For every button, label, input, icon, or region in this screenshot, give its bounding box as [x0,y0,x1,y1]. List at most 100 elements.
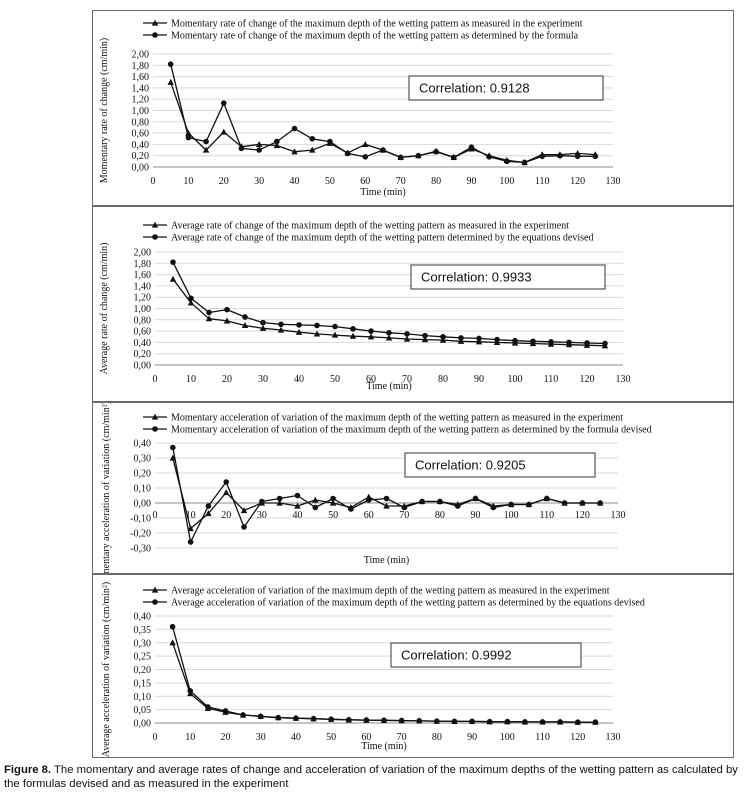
data-point [404,331,410,337]
data-point [224,306,230,313]
chart-panel-1: 0,00 0,20 0,40 0,60 0,80 1,00 1,20 1,40 1,60 1,80… [92,10,734,206]
data-point [494,336,500,343]
data-point [255,141,263,147]
data-point [277,326,285,333]
y-tick-label: 0,20 [134,469,152,480]
data-point [437,498,443,505]
data-point [579,500,586,506]
data-point [309,146,316,153]
data-point [421,336,429,343]
x-tick-label: 60 [360,176,370,187]
data-point [403,335,411,342]
data-point [187,539,194,545]
x-tick-label: 80 [438,374,448,385]
x-tick-label: 100 [508,374,523,385]
data-point [220,128,227,135]
x-tick-label: 60 [361,732,371,743]
x-tick-label: 110 [544,374,559,385]
data-point [422,332,428,339]
legend-marker [151,221,159,228]
legend-marker [151,19,159,26]
data-point [329,499,337,506]
y-tick-label: 1,00 [134,304,152,315]
y-tick-label: -0,20 [130,529,151,540]
correlation-box [404,452,596,478]
legend-marker [152,32,158,38]
data-point [345,716,352,723]
x-tick-label: 120 [570,176,585,187]
data-point [313,330,321,337]
y-tick-label: 0,20 [134,665,152,676]
y-tick-label: 1,80 [134,259,152,270]
x-tick-label: 70 [402,374,412,385]
data-point [274,138,280,145]
y-tick-label: 0,00 [132,163,150,174]
data-point [348,506,354,512]
legend-label: Average acceleration of variation of the… [171,598,645,609]
y-tick-label: 0,30 [134,638,152,649]
x-axis-title: Time (min) [364,555,409,566]
data-point [521,159,528,166]
chart-panel-4: 0,00 0,05 0,10 0,15 0,20 0,25 0,30 0,35 0,40 0 10 2… [92,574,734,758]
chart-panel-3: -0,30 -0,20 -0,10 0,00 0,10 0,20 0,30 0,40 0 10 20… [92,402,734,574]
x-tick-label: 70 [396,176,406,187]
x-tick-label: 50 [330,374,340,385]
x-tick-label: 90 [471,510,481,521]
data-point [397,154,404,161]
y-tick-label: 1,00 [132,106,150,117]
data-point [486,154,492,160]
x-tick-label: 20 [221,510,231,521]
data-point [291,148,298,155]
x-tick-label: 130 [606,732,621,743]
legend-label: Average rate of change of the maximum de… [171,221,569,232]
data-point [187,525,194,532]
data-point [309,135,316,142]
x-tick-label: 40 [294,374,304,385]
data-point [203,138,209,145]
x-tick-label: 30 [257,510,267,521]
x-tick-label: 40 [290,176,300,187]
y-tick-label: 0,30 [134,454,152,465]
data-point [294,502,301,509]
data-point [344,150,351,157]
data-point [468,144,475,151]
data-point [259,498,265,505]
y-tick-label: 0,40 [134,338,152,349]
data-point [530,338,536,345]
data-point [256,147,262,153]
y-tick-label: 0,40 [134,439,152,450]
data-point [167,78,174,85]
data-point [367,333,375,340]
data-point [548,339,554,345]
data-point [504,158,510,165]
data-point [332,323,338,330]
data-point [419,498,425,505]
figure-caption: Figure 8. The momentary and average rate… [4,763,740,791]
x-tick-label: 10 [183,176,193,187]
correlation-box [408,75,604,101]
x-tick-label: 90 [467,732,477,743]
y-tick-label: 1,60 [132,72,150,83]
data-point [331,331,339,338]
data-point [458,335,464,341]
data-point [543,495,550,502]
x-tick-label: 130 [606,176,621,187]
data-point [241,322,249,329]
data-point [185,129,192,136]
y-tick-label: 0,60 [134,327,152,338]
y-tick-label: 0,05 [134,705,152,716]
data-point [240,712,246,718]
y-tick-label: 0,10 [134,692,152,703]
data-point [385,334,393,341]
caption-label: Figure 8. [4,764,52,776]
x-tick-label: 100 [499,176,514,187]
data-point [362,154,369,160]
y-tick-label: 1,40 [134,281,152,292]
x-tick-label: 130 [616,374,631,385]
data-point [475,338,483,345]
data-point [293,715,299,721]
data-point [386,329,392,336]
data-point [602,340,608,347]
y-tick-label: 0,80 [132,117,150,128]
data-point [363,717,370,723]
